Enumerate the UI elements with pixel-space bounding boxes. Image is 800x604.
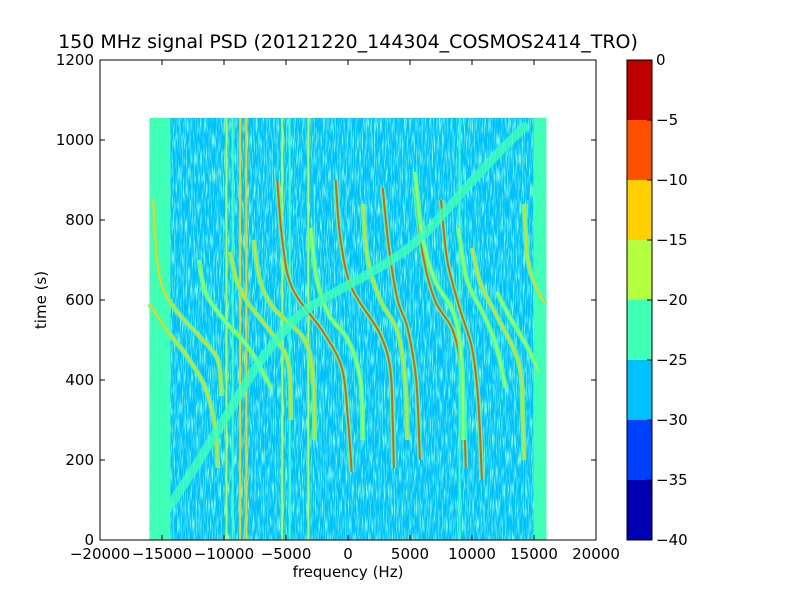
- y-tick-label: 1000: [56, 131, 94, 149]
- psd-trace-2: [381, 187, 421, 461]
- psd-trace-13: [457, 227, 507, 389]
- psd-trace-11: [361, 203, 409, 441]
- psd-trace-1: [334, 179, 395, 469]
- colorbar-band: [627, 60, 652, 120]
- y-tick-label: 800: [65, 211, 94, 229]
- psd-trace-5: [152, 199, 223, 397]
- colorbar-band: [627, 300, 652, 360]
- y-tick-label: 400: [65, 371, 94, 389]
- psd-trace-7: [229, 251, 292, 421]
- y-axis-label: time (s): [32, 271, 50, 329]
- colorbar: −40 −35 −30 −25 −20 −15 −10 −5 0: [626, 51, 688, 549]
- colorbar-band: [627, 480, 652, 540]
- colorbar-band: [627, 240, 652, 300]
- colorbar-tick-label: −10: [656, 171, 688, 189]
- x-tick-label: 15000: [510, 545, 558, 563]
- psd-noise-texture: [149, 118, 547, 540]
- heatmap-layer: [147, 118, 548, 540]
- x-axis-label: frequency (Hz): [293, 563, 404, 581]
- x-tick-label: −10000: [194, 545, 254, 563]
- colorbar-band: [627, 180, 652, 240]
- plot-area: −20000 −15000 −10000 −5000 0 5000 10000 15000 20…: [56, 51, 620, 563]
- y-tick-label: 600: [65, 291, 94, 309]
- chart-title: 150 MHz signal PSD (20121220_144304_COSM…: [58, 31, 638, 53]
- x-tick-label: −20000: [70, 545, 130, 563]
- colorbar-tick-label: 0: [656, 51, 666, 69]
- psd-trace-14: [471, 247, 526, 461]
- y-tick-label: 0: [84, 531, 94, 549]
- x-tick-label: 0: [343, 545, 353, 563]
- x-tick-label: 5000: [391, 545, 429, 563]
- colorbar-tick-label: −15: [656, 231, 688, 249]
- psd-trace-0: [276, 179, 353, 473]
- psd-trace-15: [495, 291, 540, 373]
- colorbar-band: [627, 120, 652, 180]
- psd-trace-4: [440, 199, 483, 481]
- psd-diffuse-band: [148, 120, 531, 535]
- colorbar-band: [627, 360, 652, 420]
- x-tick-label: −5000: [261, 545, 312, 563]
- psd-trace-16: [523, 203, 547, 305]
- axis-ticks: −20000 −15000 −10000 −5000 0 5000 10000 15000 20…: [56, 51, 620, 563]
- y-tick-label: 200: [65, 451, 94, 469]
- y-tick-label: 1200: [56, 51, 94, 69]
- x-tick-label: −15000: [132, 545, 192, 563]
- colorbar-tick-label: −25: [656, 351, 688, 369]
- colorbar-tick-label: −5: [656, 111, 678, 129]
- psd-trace-12: [413, 171, 465, 441]
- colorbar-tick-label: −20: [656, 291, 688, 309]
- x-tick-label: 10000: [448, 545, 496, 563]
- colorbar-tick-label: −40: [656, 531, 688, 549]
- psd-trace-10: [309, 227, 364, 441]
- x-tick-label: 20000: [572, 545, 620, 563]
- psd-edge-right: [533, 118, 547, 540]
- colorbar-band: [627, 420, 652, 480]
- colorbar-tick-label: −30: [656, 411, 688, 429]
- colorbar-tick-label: −35: [656, 471, 688, 489]
